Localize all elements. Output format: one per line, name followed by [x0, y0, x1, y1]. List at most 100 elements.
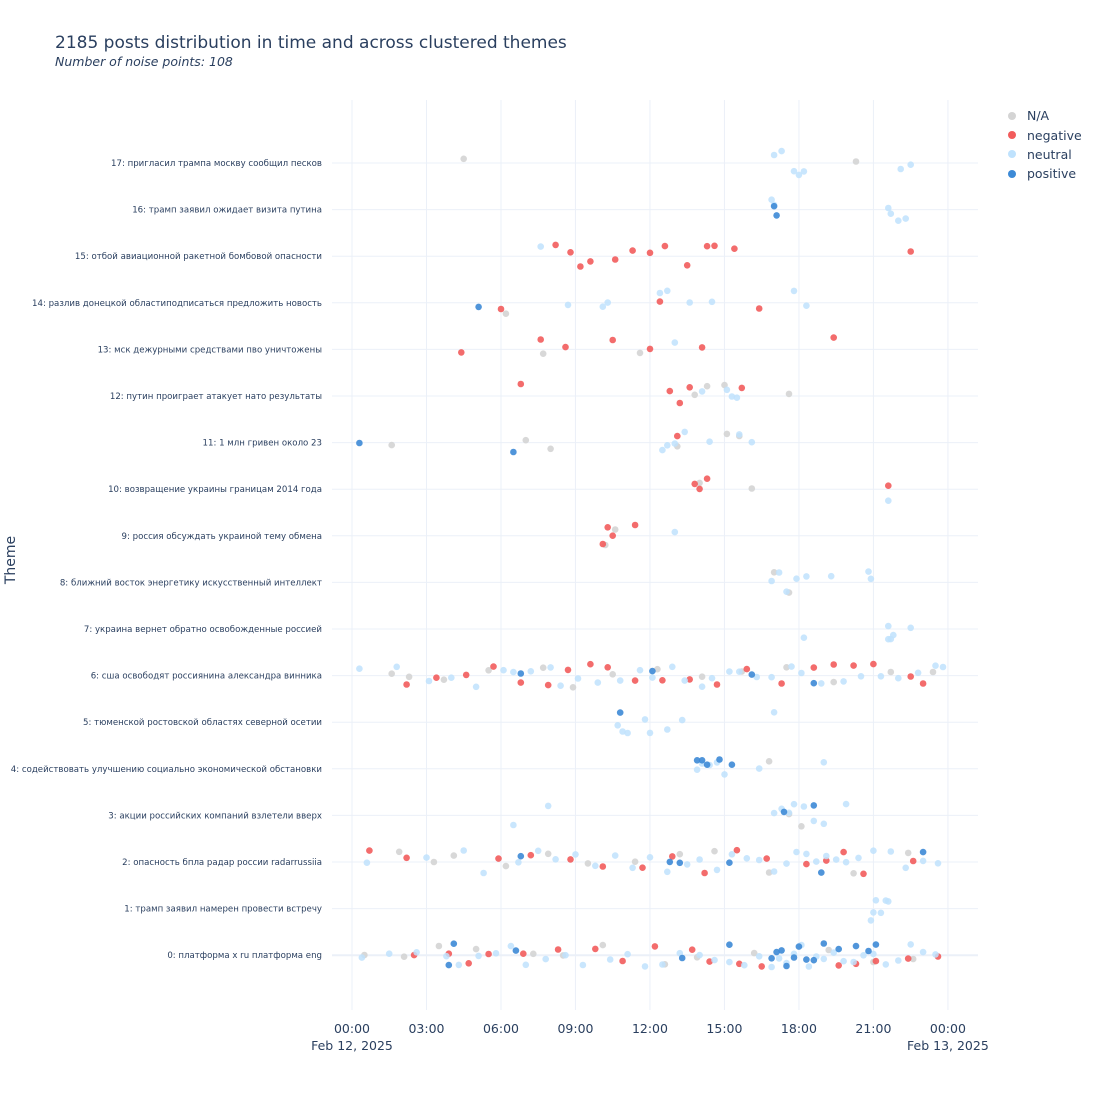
- data-point: [517, 380, 525, 388]
- data-point: [907, 248, 914, 255]
- data-point: [646, 729, 654, 737]
- legend-item-positive[interactable]: positive: [1004, 164, 1082, 183]
- data-point: [515, 859, 522, 866]
- data-point: [537, 336, 544, 343]
- data-point: [904, 849, 912, 857]
- data-point: [547, 445, 554, 453]
- data-point: [887, 848, 895, 855]
- data-point: [393, 663, 401, 671]
- data-point: [646, 854, 654, 861]
- data-point: [713, 866, 721, 874]
- data-point: [750, 949, 758, 957]
- data-point: [850, 958, 857, 966]
- data-point: [934, 860, 942, 867]
- data-point: [870, 847, 877, 854]
- data-point: [703, 475, 711, 483]
- data-point: [641, 716, 649, 723]
- data-point: [708, 298, 716, 306]
- data-point: [646, 249, 654, 257]
- data-point: [728, 851, 736, 858]
- data-point: [907, 941, 914, 948]
- data-point: [885, 898, 892, 905]
- data-point: [688, 946, 696, 953]
- data-point: [818, 680, 825, 687]
- data-point: [649, 674, 656, 681]
- y-tick-label: 14: разлив донецкой областиподписаться п…: [32, 299, 322, 309]
- data-point: [587, 258, 594, 265]
- y-tick-label: 11: 1 млн гривен около 23: [203, 439, 322, 449]
- legend-item-neutral[interactable]: neutral: [1004, 145, 1082, 164]
- data-point: [902, 215, 909, 222]
- data-point: [619, 728, 626, 735]
- data-point: [480, 869, 487, 877]
- data-point: [852, 158, 860, 165]
- data-point: [765, 758, 773, 765]
- data-point: [465, 960, 473, 967]
- x-tick-label: 15:00: [706, 1021, 742, 1036]
- data-point: [631, 858, 639, 865]
- data-point: [877, 909, 885, 917]
- legend-item-negative[interactable]: negative: [1004, 125, 1082, 144]
- data-point: [366, 847, 373, 854]
- data-point: [800, 803, 808, 810]
- data-point: [356, 665, 363, 672]
- data-point: [403, 681, 410, 688]
- data-point: [703, 242, 711, 250]
- data-point: [552, 856, 559, 863]
- data-point: [430, 858, 438, 866]
- data-point: [865, 947, 872, 955]
- y-tick-label: 13: мск дежурными средствами пво уничтож…: [98, 345, 323, 355]
- data-point: [462, 671, 470, 679]
- data-point: [768, 196, 775, 203]
- data-point: [385, 950, 393, 957]
- data-point: [517, 852, 525, 860]
- data-point: [624, 950, 631, 958]
- data-point: [890, 631, 897, 639]
- data-point: [678, 716, 686, 724]
- data-point: [882, 961, 890, 968]
- data-point: [778, 680, 785, 687]
- data-point: [423, 854, 430, 861]
- data-point: [857, 673, 865, 680]
- data-point: [783, 962, 790, 970]
- data-point: [683, 262, 691, 269]
- data-point: [788, 663, 795, 670]
- data-point: [785, 390, 793, 398]
- data-point: [472, 683, 480, 691]
- data-point: [909, 857, 917, 865]
- data-point: [909, 955, 917, 963]
- data-point: [636, 666, 644, 674]
- legend-label-na: N/A: [1027, 108, 1050, 124]
- x-tick-sublabel: Feb 12, 2025: [311, 1038, 393, 1053]
- data-point: [919, 857, 927, 865]
- data-point: [840, 957, 847, 965]
- data-point: [793, 848, 800, 856]
- data-point: [671, 339, 679, 346]
- data-point: [659, 961, 666, 968]
- data-point: [433, 674, 440, 681]
- legend-item-na[interactable]: N/A: [1004, 106, 1082, 125]
- data-point: [507, 942, 515, 950]
- data-point: [775, 569, 783, 576]
- data-point: [696, 951, 703, 959]
- data-point: [455, 961, 463, 969]
- data-point: [676, 850, 684, 858]
- data-point: [674, 432, 681, 440]
- data-point: [711, 242, 718, 250]
- x-tick-label: 03:00: [408, 1021, 444, 1036]
- data-point: [616, 677, 624, 684]
- y-tick-label: 7: украина вернет обратно освобожденные …: [84, 625, 322, 635]
- data-point: [768, 955, 775, 962]
- series-na: [361, 155, 937, 968]
- data-point: [738, 384, 746, 392]
- data-point: [887, 210, 895, 217]
- data-point: [475, 952, 482, 960]
- data-point: [805, 963, 813, 970]
- x-tick-label: 21:00: [855, 1021, 891, 1036]
- data-point: [897, 165, 904, 173]
- data-point: [790, 167, 798, 175]
- data-point: [676, 399, 684, 407]
- legend-swatch-positive: [1008, 169, 1016, 178]
- data-point: [579, 961, 587, 969]
